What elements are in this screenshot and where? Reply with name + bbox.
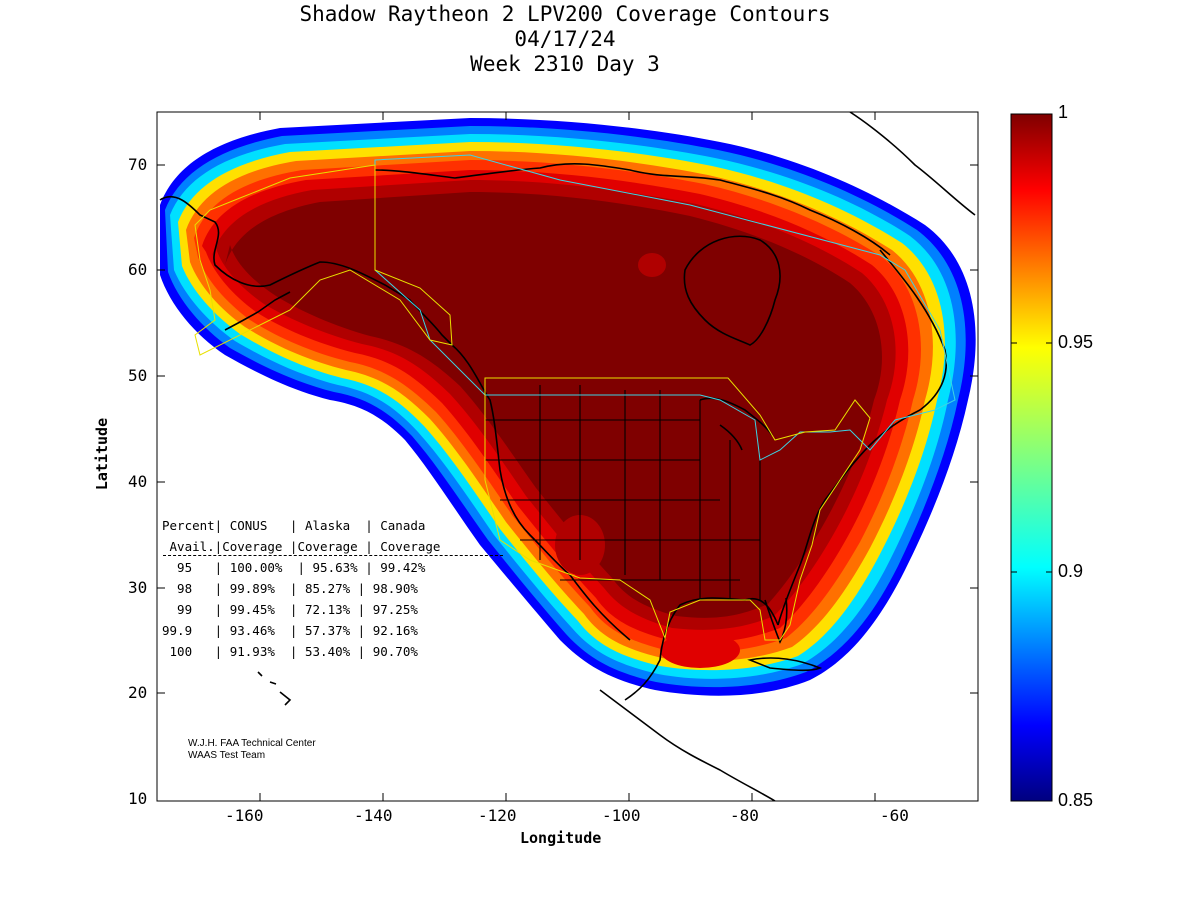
us-boundary	[484, 377, 871, 641]
state-lines	[485, 385, 761, 600]
contour-spot-3	[660, 632, 740, 668]
chart-title: Shadow Raytheon 2 LPV200 Coverage Contou…	[299, 2, 831, 26]
table-divider	[163, 555, 503, 556]
table-row: 99.9 | 93.46% | 57.37% | 92.16%	[162, 623, 418, 638]
hawaii	[257, 671, 292, 706]
ytick-label: 30	[128, 578, 148, 597]
table-header: Avail.|Coverage |Coverage | Coverage	[162, 539, 441, 554]
table-row: 99 | 99.45% | 72.13% | 97.25%	[162, 602, 418, 617]
pacific-coast	[451, 344, 631, 641]
plot-frame	[156, 111, 979, 802]
xtick-label: -80	[730, 806, 759, 825]
xtick-label: -60	[880, 806, 909, 825]
colorbar-label: 0.95	[1058, 332, 1094, 352]
colorbar-label: 0.9	[1058, 561, 1084, 581]
central-america	[599, 689, 776, 801]
xtick-label: -120	[478, 806, 517, 825]
colorbar-label: 1	[1058, 102, 1069, 122]
xtick-label: -100	[602, 806, 641, 825]
ytick-label: 40	[128, 472, 148, 491]
ytick-label: 60	[128, 260, 148, 279]
aleutians	[224, 291, 291, 331]
contour-band-full	[225, 192, 882, 618]
greenland	[849, 112, 976, 216]
gulf-coast	[624, 597, 779, 701]
atlantic-coast	[777, 249, 947, 626]
y-axis-title: Latitude	[93, 417, 112, 491]
hudson-bay	[683, 235, 781, 346]
credit-line: W.J.H. FAA Technical Center	[188, 738, 316, 749]
florida	[764, 597, 788, 644]
colorbar-ticks	[1011, 113, 1052, 802]
tick-marks	[157, 112, 978, 801]
colorbar	[1010, 113, 1053, 802]
ytick-label: 10	[128, 789, 148, 808]
ytick-label: 20	[128, 683, 148, 702]
chart-date: 04/17/24	[514, 27, 616, 51]
ytick-label: 70	[128, 155, 148, 174]
colorbar-label: 0.85	[1058, 790, 1094, 810]
x-axis-title: Longitude	[520, 829, 602, 847]
alaska-coast	[159, 195, 453, 346]
alaska-boundary	[194, 164, 453, 356]
region-boundaries	[194, 154, 956, 641]
table-row: 98 | 99.89% | 85.27% | 98.90%	[162, 581, 418, 596]
xtick-label: -160	[225, 806, 264, 825]
coverage-contours	[160, 118, 976, 696]
xtick-label: -140	[354, 806, 393, 825]
cuba	[747, 657, 823, 672]
chart-week-day: Week 2310 Day 3	[470, 52, 660, 76]
contour-spot-1	[638, 253, 666, 277]
ytick-label: 50	[128, 366, 148, 385]
arctic-coast	[374, 163, 891, 256]
credit-line: WAAS Test Team	[188, 750, 266, 761]
canada-boundary	[374, 154, 956, 461]
table-row: 95 | 100.00% | 95.63% | 99.42%	[162, 560, 426, 575]
table-row: 100 | 91.93% | 53.40% | 90.70%	[162, 644, 418, 659]
table-header: Percent| CONUS | Alaska | Canada	[162, 518, 426, 533]
coastlines	[159, 112, 976, 801]
